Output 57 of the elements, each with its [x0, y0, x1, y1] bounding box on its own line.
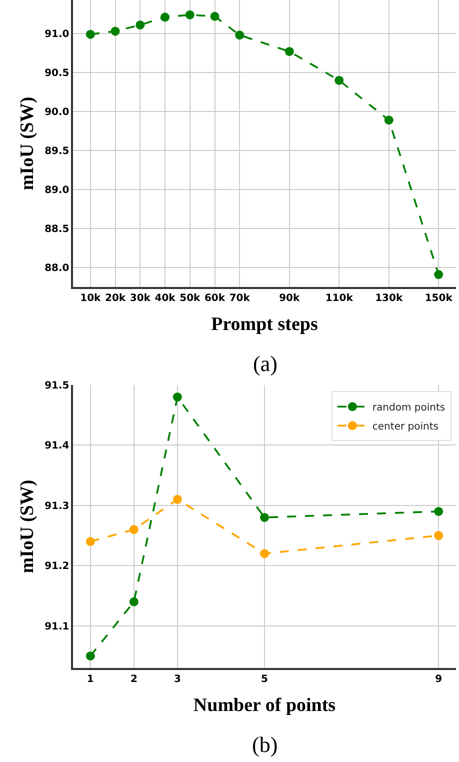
point: [172, 392, 182, 402]
x-tick-label: 5: [261, 674, 268, 685]
point: [260, 549, 269, 558]
text: (a): [253, 351, 278, 376]
y-tick-label: 90.0: [44, 107, 70, 118]
y-tick-label: 91.5: [44, 380, 70, 392]
point: [260, 512, 269, 522]
point: [185, 10, 194, 20]
y-tick-label: 91.3: [44, 500, 70, 512]
y-tick-label: 91.2: [44, 561, 70, 572]
point: [160, 12, 170, 22]
point: [129, 597, 138, 606]
x-axis-title: Number of points: [193, 695, 336, 716]
point: [86, 537, 95, 546]
y-tick-label: 90.5: [44, 68, 70, 80]
x-tick-label: 3: [174, 674, 181, 685]
x-tick-label: 150k: [424, 292, 453, 304]
point: [384, 116, 394, 125]
point: [210, 12, 220, 21]
y-tick-label: 91.4: [44, 440, 70, 452]
point: [172, 494, 182, 504]
y-tick-label: 91.0: [44, 29, 70, 40]
point: [434, 270, 444, 280]
x-tick-label: 50k: [180, 292, 201, 304]
point: [86, 30, 95, 39]
x-tick-label: 70k: [229, 292, 250, 304]
x-tick-label: 10k: [80, 292, 102, 304]
point: [334, 76, 344, 85]
y-axis-title: mIoU (SW): [16, 480, 38, 574]
y-axis-title: mIoU (SW): [16, 96, 38, 190]
x-tick-label: 30k: [130, 292, 151, 304]
x-tick-label: 2: [130, 674, 138, 685]
text: (b): [252, 732, 278, 757]
y-tick-label: 88.5: [44, 224, 70, 236]
point: [110, 26, 120, 36]
x-axis-title: Prompt steps: [211, 314, 318, 336]
point: [86, 651, 95, 660]
point: [284, 46, 294, 56]
legend-label: center points: [372, 421, 438, 432]
y-tick-label: 88.0: [44, 263, 70, 274]
x-tick-label: 90k: [279, 292, 300, 304]
y-tick-label: 89.0: [44, 185, 70, 196]
x-tick-label: 60k: [204, 292, 226, 304]
x-tick-label: 20k: [104, 292, 126, 304]
x-tick-label: 9: [435, 674, 442, 685]
y-tick-label: 89.5: [44, 146, 70, 158]
x-tick-label: 110k: [325, 292, 354, 304]
point: [434, 531, 444, 540]
point: [235, 30, 244, 40]
point: [434, 506, 444, 516]
y-tick-label: 91.1: [44, 621, 70, 632]
x-tick-label: 130k: [375, 292, 403, 304]
point: [129, 525, 138, 534]
point: [136, 20, 145, 30]
x-tick-label: 1: [86, 674, 94, 685]
x-tick-label: 40k: [154, 292, 176, 304]
legend-label: random points: [372, 402, 446, 414]
